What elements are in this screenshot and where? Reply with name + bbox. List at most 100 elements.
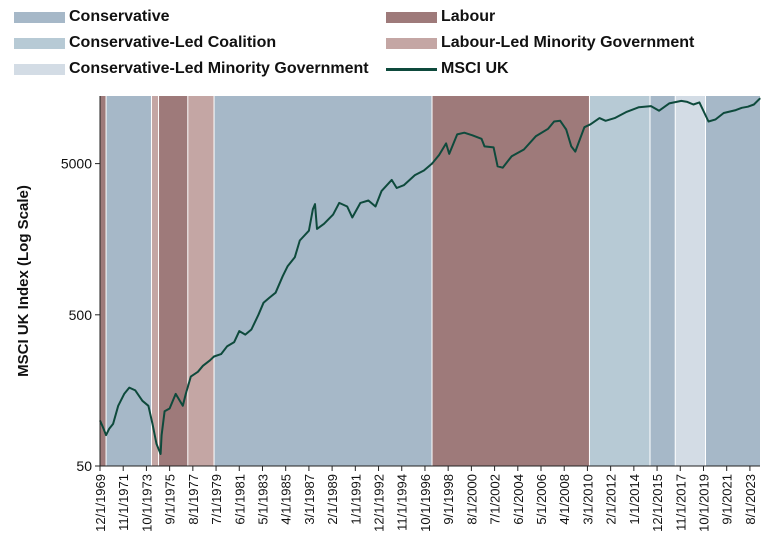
regime-band-8: [650, 96, 676, 466]
data-point-0-15: [164, 410, 166, 412]
data-point-0-1: [102, 426, 104, 428]
data-point-0-91: [698, 101, 701, 103]
data-point-0-53: [396, 187, 398, 189]
data-point-0-96: [741, 107, 743, 109]
data-point-0-67: [497, 165, 499, 167]
data-point-0-20: [190, 376, 192, 378]
legend-swatch-conservative: [14, 11, 65, 23]
data-point-0-16: [169, 407, 171, 410]
data-point-0-81: [605, 120, 607, 122]
data-point-0-65: [483, 145, 486, 147]
data-point-0-99: [759, 97, 761, 99]
data-point-0-77: [574, 151, 576, 153]
x-tick-label-7: 5/1/1983: [256, 474, 271, 525]
data-point-0-13: [160, 453, 162, 455]
data-point-0-76: [570, 145, 572, 147]
legend-label-msci-uk: MSCI UK: [441, 60, 509, 77]
regime-band-10: [705, 96, 760, 466]
x-tick-label-17: 7/1/2002: [488, 474, 503, 525]
axes: 50 500 5000 12/1/1969 11/1/1971 10/1/1973 9/1/…: [61, 96, 760, 532]
x-tick-label-26: 10/1/2019: [697, 474, 712, 532]
data-point-0-83: [626, 111, 628, 113]
legend-swatch-conservative-coalition: [14, 37, 65, 49]
data-point-0-4: [112, 423, 114, 425]
x-tick-label-16: 8/1/2000: [464, 474, 479, 525]
data-point-0-59: [445, 142, 447, 144]
data-point-0-85: [650, 105, 652, 107]
regime-band-7: [589, 96, 650, 466]
data-point-0-37: [294, 256, 296, 258]
data-point-0-34: [275, 292, 277, 294]
regime-band-2: [151, 96, 159, 466]
regime-band-5: [214, 96, 433, 466]
legend-label-conservative-coalition: Conservative-Led Coalition: [69, 34, 277, 51]
data-point-0-88: [680, 100, 682, 102]
data-point-0-69: [511, 155, 513, 157]
data-point-0-21: [197, 371, 199, 373]
x-tick-label-5: 7/1/1979: [209, 474, 224, 525]
regime-band-4: [187, 96, 215, 466]
x-tick-label-4: 8/1/1977: [186, 474, 201, 525]
data-point-0-97: [747, 106, 749, 108]
data-point-0-73: [553, 120, 555, 123]
data-point-0-12: [155, 443, 158, 445]
legend-label-conservative: Conservative: [69, 8, 170, 25]
legend-label-labour-minority: Labour-Led Minority Government: [441, 34, 695, 51]
regime-band-6: [432, 96, 590, 466]
series-layer: [99, 97, 761, 455]
data-point-0-95: [735, 109, 737, 111]
data-point-0-17: [175, 393, 177, 395]
x-tick-label-12: 12/1/1992: [372, 474, 387, 532]
data-point-0-39: [308, 230, 310, 232]
data-point-0-6: [123, 393, 125, 395]
data-point-0-98: [753, 103, 755, 106]
legend-item-conservative: Conservative: [14, 6, 170, 28]
x-tick-label-21: 3/1/2010: [580, 474, 595, 525]
data-point-0-66: [493, 146, 495, 148]
x-tick-label-20: 4/1/2008: [557, 474, 572, 525]
data-point-0-7: [128, 387, 130, 389]
data-point-0-38: [299, 239, 301, 242]
data-point-0-56: [423, 169, 425, 172]
data-point-0-90: [692, 103, 695, 106]
data-point-0-63: [471, 134, 473, 136]
legend-swatch-labour: [386, 11, 437, 23]
data-point-0-79: [589, 123, 592, 125]
x-tick-label-13: 11/1/1994: [395, 474, 410, 531]
series-line-msci-uk: [99, 97, 761, 455]
x-tick-label-9: 3/1/1987: [302, 474, 317, 525]
legend-item-msci-uk: MSCI UK: [386, 58, 509, 80]
data-point-0-43: [323, 223, 325, 225]
data-point-0-87: [668, 102, 670, 104]
data-point-0-5: [117, 405, 119, 407]
legend-label-conservative-minority: Conservative-Led Minority Government: [69, 60, 369, 77]
data-point-0-3: [108, 428, 110, 430]
data-point-0-78: [583, 126, 586, 128]
data-point-0-48: [359, 202, 361, 204]
data-point-0-94: [723, 112, 725, 114]
x-tick-label-8: 4/1/1985: [279, 474, 294, 525]
data-point-0-71: [535, 135, 537, 137]
y-tick-label-0: 50: [76, 458, 92, 474]
x-tick-label-18: 6/1/2004: [511, 474, 526, 525]
data-point-0-29: [244, 334, 246, 336]
regime-band-3: [158, 96, 188, 466]
legend-item-labour: Labour: [386, 6, 495, 28]
data-point-0-44: [332, 214, 334, 216]
data-point-0-42: [316, 228, 318, 230]
legend-swatch-labour-minority: [386, 37, 437, 49]
x-tick-label-1: 11/1/1971: [116, 474, 131, 531]
data-point-0-32: [262, 302, 265, 304]
x-tick-label-3: 9/1/1975: [163, 474, 178, 525]
legend: Conservative Labour Conservative-Led Coa…: [14, 6, 714, 86]
data-point-0-31: [257, 314, 259, 316]
data-point-0-47: [351, 216, 353, 219]
data-point-0-14: [161, 434, 163, 436]
data-point-0-10: [147, 405, 149, 407]
data-point-0-11: [151, 423, 154, 425]
data-point-0-23: [209, 359, 211, 361]
y-axis-title: MSCI UK Index (Log Scale): [15, 185, 32, 377]
x-tick-label-25: 11/1/2017: [673, 474, 688, 531]
